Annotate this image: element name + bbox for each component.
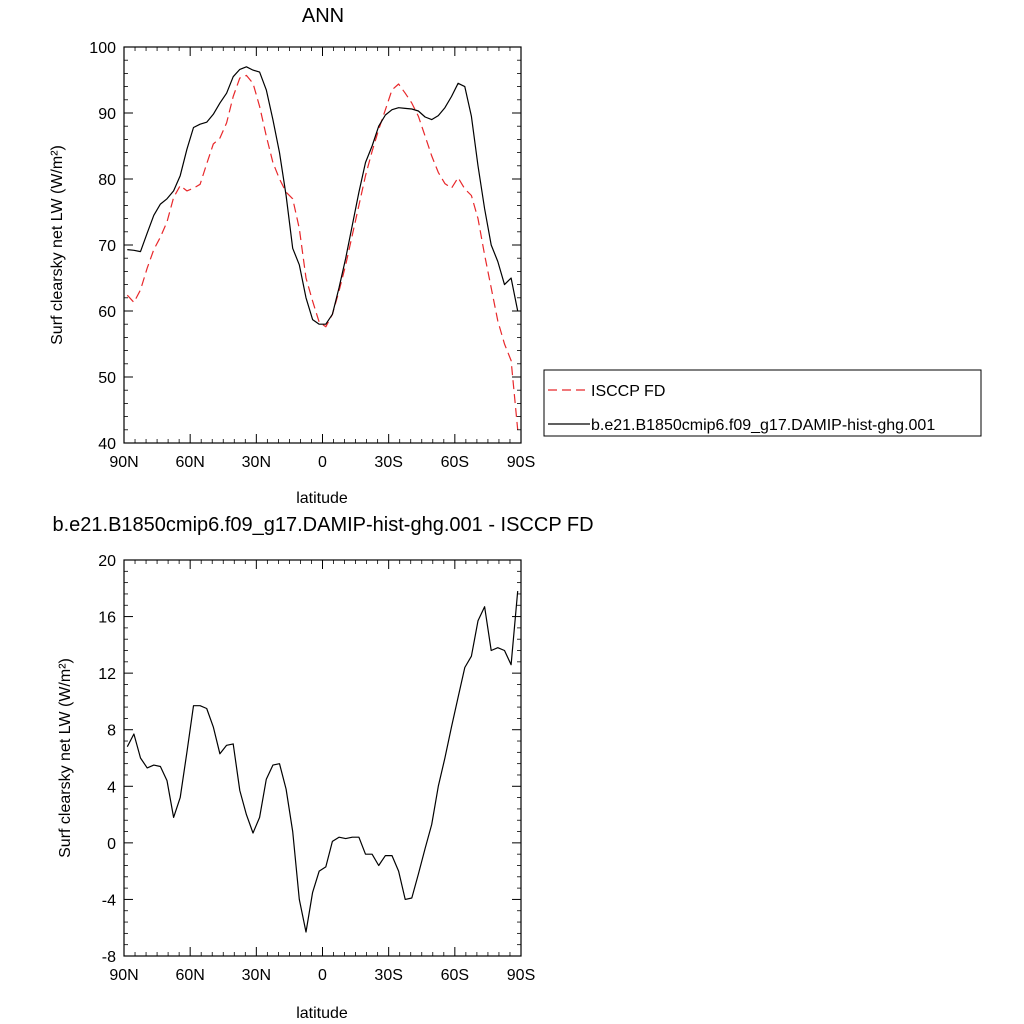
top-x-tick-label: 90N <box>109 454 138 471</box>
top-x-tick-label: 30S <box>374 454 402 471</box>
bottom-y-tick-label: 12 <box>98 666 116 683</box>
bottom-y-tick-label: -4 <box>102 892 116 909</box>
bottom-y-tick-label: 20 <box>98 553 116 570</box>
bottom-x-axis-label: latitude <box>296 1005 348 1022</box>
top-series-line-0 <box>126 74 519 430</box>
top-x-tick-label: 60N <box>175 454 204 471</box>
top-x-tick-label: 60S <box>441 454 469 471</box>
legend-box <box>543 369 982 437</box>
top-chart-title: ANN <box>302 5 344 27</box>
top-series-line-1 <box>127 66 519 325</box>
bottom-tick-labels: 90N 60N 30N 0 30S 60S 90S -8 -4 0 4 8 12 16 20 <box>98 553 535 984</box>
legend: ISCCP FD b.e21.B1850cmip6.f09_g17.DAMIP-… <box>543 369 982 437</box>
bottom-series-line-0 <box>126 591 519 933</box>
bottom-axis-ticks <box>123 559 522 957</box>
bottom-y-tick-label: 0 <box>107 836 116 853</box>
bottom-y-tick-label: 4 <box>107 779 116 796</box>
panel-bottom: b.e21.B1850cmip6.f09_g17.DAMIP-hist-ghg.… <box>52 514 593 1022</box>
top-y-axis-label: Surf clearsky net LW (W/m²) <box>49 145 66 345</box>
top-y-tick-label: 90 <box>98 106 116 123</box>
top-y-tick-label: 100 <box>89 40 116 57</box>
top-y-tick-label: 60 <box>98 304 116 321</box>
bottom-x-tick-label: 0 <box>318 967 327 984</box>
bottom-x-tick-label: 60N <box>175 967 204 984</box>
bottom-y-tick-label: 8 <box>107 723 116 740</box>
bottom-x-tick-label: 90S <box>507 967 535 984</box>
top-axis-ticks <box>123 46 522 444</box>
legend-entry-isccp: ISCCP FD <box>591 383 665 400</box>
bottom-chart-title: b.e21.B1850cmip6.f09_g17.DAMIP-hist-ghg.… <box>52 514 593 536</box>
bottom-y-tick-label: -8 <box>102 949 116 966</box>
bottom-plot-frame <box>123 559 522 957</box>
top-y-tick-label: 40 <box>98 436 116 453</box>
panel-top: ANN 90N 60N 30N 0 30S 60S 90S 40 50 60 70 80 90 100 l… <box>49 5 982 507</box>
bottom-x-tick-label: 60S <box>441 967 469 984</box>
legend-entry-model: b.e21.B1850cmip6.f09_g17.DAMIP-hist-ghg.… <box>591 417 935 434</box>
top-series-lines <box>126 66 519 430</box>
top-y-tick-label: 70 <box>98 238 116 255</box>
top-x-axis-label: latitude <box>296 490 348 507</box>
top-x-tick-label: 90S <box>507 454 535 471</box>
bottom-y-tick-label: 16 <box>98 610 116 627</box>
top-y-tick-label: 50 <box>98 370 116 387</box>
bottom-y-axis-label: Surf clearsky net LW (W/m²) <box>57 658 74 858</box>
bottom-x-tick-label: 30N <box>242 967 271 984</box>
bottom-x-tick-label: 90N <box>109 967 138 984</box>
top-y-tick-label: 80 <box>98 172 116 189</box>
top-plot-frame <box>123 46 522 444</box>
bottom-series-lines <box>126 591 519 933</box>
top-x-tick-label: 30N <box>242 454 271 471</box>
bottom-x-tick-label: 30S <box>374 967 402 984</box>
top-tick-labels: 90N 60N 30N 0 30S 60S 90S 40 50 60 70 80 90 100 <box>89 40 535 471</box>
top-x-tick-label: 0 <box>318 454 327 471</box>
